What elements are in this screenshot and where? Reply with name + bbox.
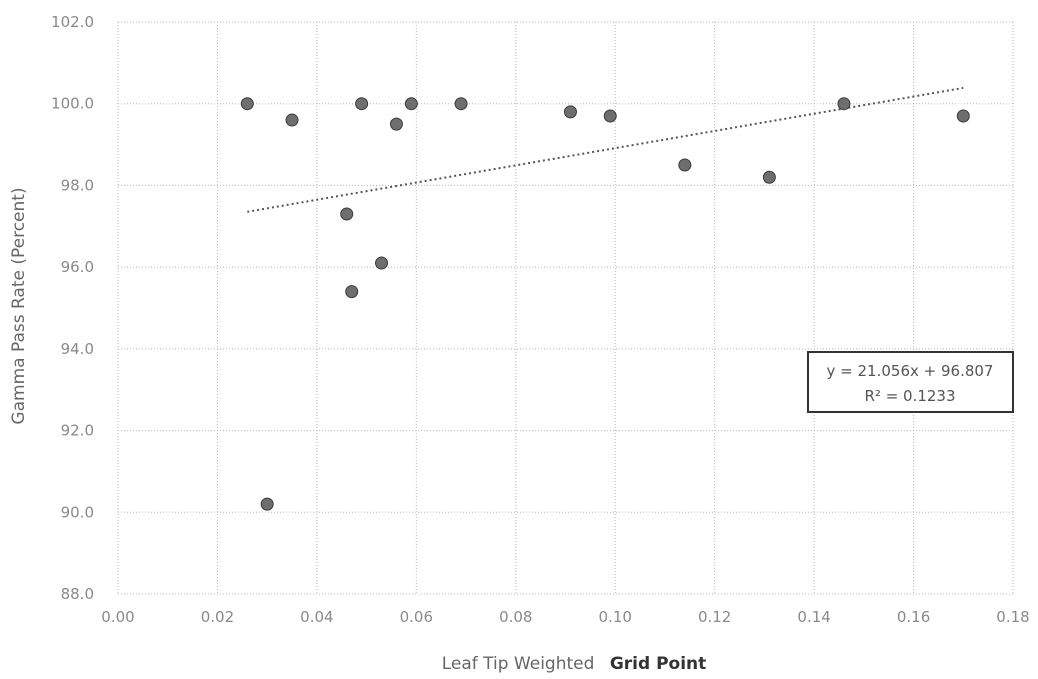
x-tick-label: 0.02 [201,608,234,626]
data-point [678,158,692,172]
data-point [956,109,970,123]
equation-box: y = 21.056x + 96.807 R² = 0.1233 [807,351,1014,413]
trendline-equation: y = 21.056x + 96.807 [827,362,994,380]
equation-box-frame [807,351,1014,413]
y-tick-label: 100.0 [51,95,94,113]
data-point [404,97,418,111]
y-tick-label: 98.0 [61,176,94,194]
data-point [454,97,468,111]
data-point [340,207,354,221]
x-tick-label: 0.04 [300,608,333,626]
data-point [355,97,369,111]
y-tick-label: 92.0 [61,422,94,440]
x-axis-label: Leaf Tip Weighted Grid Point [442,654,707,674]
y-tick-label: 94.0 [61,340,94,358]
data-point [389,117,403,131]
x-tick-label: 0.00 [101,608,134,626]
y-axis-label: Gamma Pass Rate (Percent) [9,187,29,424]
tick-labels: 0.00 0.02 0.04 0.06 0.08 0.10 0.12 0.14 0.16 0.18… [51,13,1030,626]
x-tick-label: 0.16 [897,608,930,626]
data-point [837,97,851,111]
data-point [375,256,389,270]
data-point [603,109,617,123]
data-point [285,113,299,127]
data-point [260,497,274,511]
data-points [240,97,970,511]
data-point [240,97,254,111]
data-point [563,105,577,119]
x-tick-label: 0.10 [599,608,632,626]
y-tick-label: 96.0 [61,258,94,276]
data-point [762,170,776,184]
x-tick-label: 0.08 [499,608,532,626]
x-tick-label: 0.18 [996,608,1029,626]
x-axis-label-suffix: Grid Point [610,654,706,674]
r-squared-value: R² = 0.1233 [864,387,955,405]
x-tick-label: 0.06 [400,608,433,626]
x-tick-label: 0.12 [698,608,731,626]
y-tick-label: 88.0 [61,585,94,603]
y-tick-label: 90.0 [61,503,94,521]
x-axis-label-prefix: Leaf Tip Weighted [442,654,595,674]
x-tick-label: 0.14 [797,608,830,626]
y-tick-label: 102.0 [51,13,94,31]
gridlines [117,21,1014,595]
linear-trendline [247,86,964,213]
data-point [345,285,359,299]
